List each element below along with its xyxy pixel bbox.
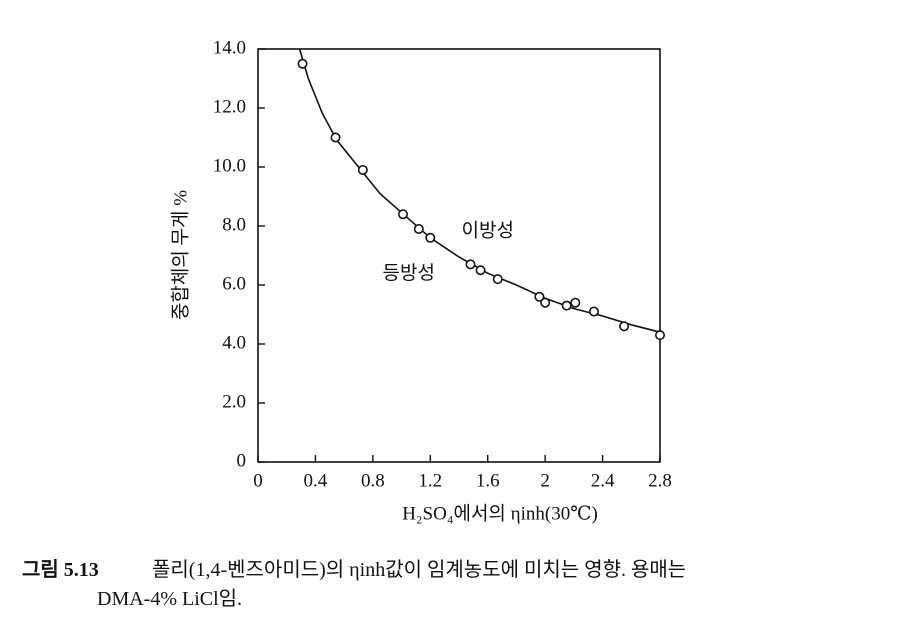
y-tick-label: 2.0	[222, 391, 246, 412]
plot-frame	[257, 48, 661, 463]
data-point	[330, 132, 341, 143]
x-tick-label: 0.8	[361, 470, 385, 491]
y-tick-label: 4.0	[222, 332, 246, 353]
annotation: 등방성	[383, 262, 435, 284]
data-point	[492, 274, 503, 285]
x-tick-label: 1.6	[476, 470, 500, 491]
data-point	[398, 209, 409, 220]
y-tick-label: 8.0	[222, 214, 246, 235]
y-tick-label: 6.0	[222, 273, 246, 294]
y-tick-label: 14.0	[213, 37, 246, 58]
x-tick-label: 2.8	[648, 470, 672, 491]
data-point	[475, 265, 486, 276]
data-point	[534, 291, 545, 302]
data-point	[297, 58, 308, 69]
y-tick-label: 12.0	[213, 96, 246, 117]
y-tick-label: 0	[237, 450, 247, 471]
annotation: 이방성	[461, 219, 513, 241]
data-point	[425, 232, 436, 243]
y-tick-label: 10.0	[213, 155, 246, 176]
x-tick-label: 2.4	[591, 470, 615, 491]
caption-line: DMA-4% LiCl임.	[97, 588, 243, 610]
data-point	[357, 164, 368, 175]
data-point	[540, 297, 551, 308]
data-point	[465, 259, 476, 270]
data-point	[588, 306, 599, 317]
data-point	[561, 300, 572, 311]
data-point	[413, 223, 424, 234]
data-point	[570, 297, 581, 308]
chart: H₂SO₄에서의 ηinh(30℃) 중합체의 무게 % 0 2.0 4.0 6.0 8…	[169, 37, 672, 524]
caption-label: 그림 5.13	[22, 559, 99, 581]
y-axis-label: 중합체의 무게 %	[169, 190, 191, 320]
x-tick-label: 1.2	[418, 470, 442, 491]
x-tick-label: 0	[253, 470, 263, 491]
fit-curve	[298, 48, 661, 333]
data-point	[654, 330, 665, 341]
data-point	[619, 321, 630, 332]
x-axis-label: H₂SO₄에서의 ηinh(30℃)	[402, 502, 598, 524]
x-tick-label: 2	[540, 470, 550, 491]
caption-line: 폴리(1,4-벤즈아미드)의 ηinh값이 임계농도에 미치는 영향. 용매는	[152, 559, 687, 581]
x-tick-label: 0.4	[304, 470, 328, 491]
